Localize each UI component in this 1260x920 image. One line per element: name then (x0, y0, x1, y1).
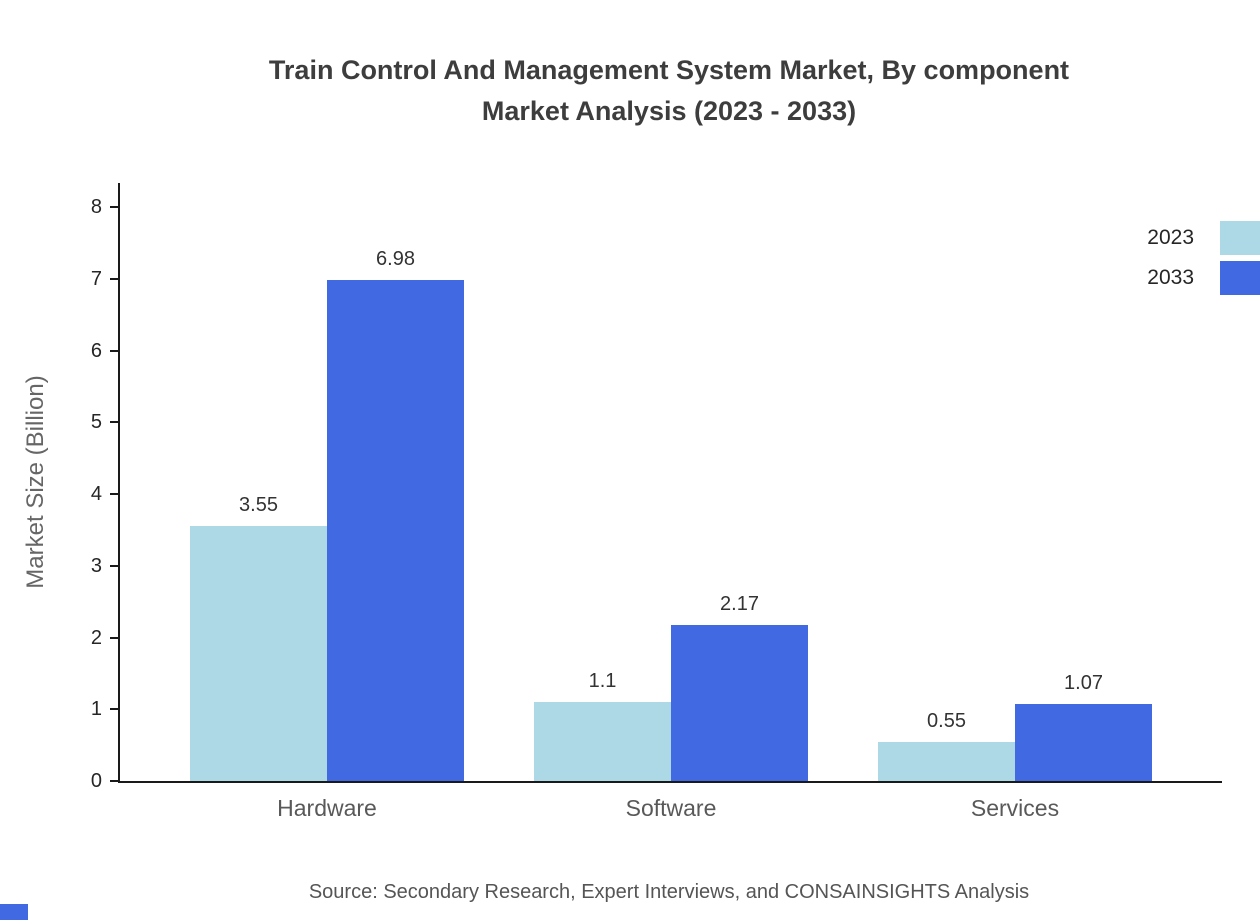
x-category-label-software: Software (625, 795, 717, 821)
y-axis-tick (110, 277, 118, 280)
bar-value-label-2033-services: 1.07 (1064, 672, 1103, 695)
bar-value-label-2033-software: 2.17 (720, 593, 759, 616)
y-tick-label: 7 (90, 267, 102, 290)
bar-2033-services (1015, 704, 1152, 781)
y-axis-tick (110, 636, 118, 639)
chart-title-line2: Market Analysis (2023 - 2033) (481, 96, 857, 126)
bar-2023-hardware (190, 526, 327, 781)
y-axis-tick (110, 708, 118, 711)
legend-label-2033: 2033 (1147, 266, 1194, 289)
bar-2033-software (671, 625, 808, 781)
bar-value-label-2023-services: 0.55 (927, 709, 966, 732)
y-axis-tick (110, 564, 118, 567)
y-axis-tick (110, 349, 118, 352)
source-note: Source: Secondary Research, Expert Inter… (308, 881, 1030, 903)
bar-value-label-2033-hardware: 6.98 (376, 248, 415, 271)
bar-2033-hardware (327, 280, 464, 781)
y-axis-tick (110, 780, 118, 782)
y-axis-tick (110, 421, 118, 424)
y-axis-label: Market Size (Billion) (22, 375, 49, 589)
y-tick-label: 0 (90, 770, 102, 792)
y-axis-tick (110, 493, 118, 495)
bar-value-label-2023-hardware: 3.55 (239, 494, 278, 517)
chart-legend: 2023 2033 (1147, 221, 1260, 301)
y-tick-label: 2 (90, 626, 102, 649)
x-category-label-hardware: Hardware (277, 795, 377, 821)
y-tick-label: 5 (90, 411, 102, 434)
y-tick-label: 3 (90, 554, 102, 577)
y-tick-label: 1 (90, 698, 102, 721)
legend-swatch-2023 (1220, 221, 1260, 255)
plot-area: 0 1 2 3 4 5 6 7 8 3.55 6.98 Hardware 1.1 2.17 Software… (91, 183, 1222, 821)
y-tick-label: 8 (90, 196, 102, 218)
bar-2023-services (878, 741, 1015, 781)
y-tick-label: 6 (90, 339, 102, 362)
bar-value-label-2023-software: 1.1 (588, 670, 617, 693)
bar-2023-software (534, 702, 671, 781)
y-axis-tick (110, 206, 118, 208)
legend-label-2023: 2023 (1147, 226, 1194, 249)
chart-title: Train Control And Management System Mark… (118, 50, 1220, 132)
chart-title-line1: Train Control And Management System Mark… (268, 55, 1070, 85)
x-category-label-services: Services (970, 795, 1060, 821)
legend-item-2033: 2033 (1147, 261, 1260, 295)
brand-mark (0, 904, 28, 920)
legend-swatch-2033 (1220, 261, 1260, 295)
legend-item-2023: 2023 (1147, 221, 1260, 255)
y-tick-label: 4 (90, 483, 102, 505)
